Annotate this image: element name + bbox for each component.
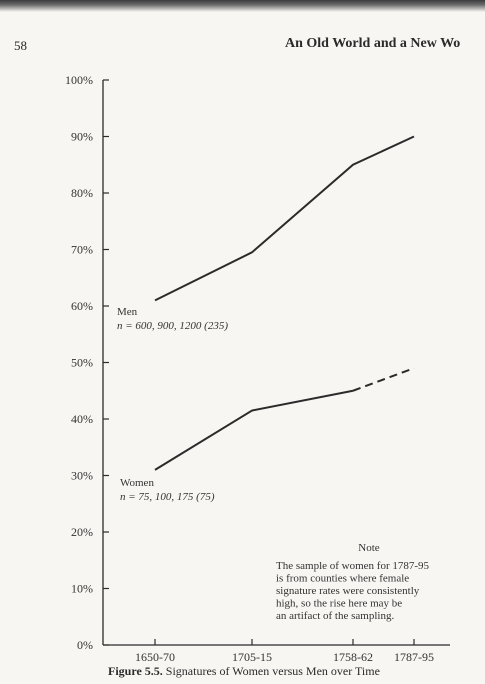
figure-label: Figure 5.5. (108, 664, 163, 678)
x-tick-label: 1758-62 (333, 650, 373, 664)
note-line: is from counties where female (276, 573, 409, 585)
y-tick-label: 100% (65, 73, 93, 87)
x-tick-label: 1705-15 (232, 650, 272, 664)
series-line-women (154, 389, 354, 471)
chart-note: Note The sample of women for 1787-95 is … (276, 542, 430, 622)
running-head: An Old World and a New Wo (285, 36, 461, 51)
y-tick-label: 40% (71, 412, 93, 426)
y-tick-label: 70% (71, 243, 93, 257)
y-axis-ticks: 0% 10% 20% 30% 40% 50% 60% 70% 80% 90% 100% (65, 73, 109, 652)
y-tick-label: 80% (71, 186, 93, 200)
series-annotations: Men n = 600, 900, 1200 (235) Women n = 7… (117, 306, 228, 503)
x-tick-label: 1787-95 (394, 650, 434, 664)
note-line: an artifact of the sampling. (276, 610, 394, 622)
y-tick-label: 20% (71, 525, 93, 539)
note-line: signature rates were consistently (276, 585, 420, 597)
y-tick-label: 60% (71, 299, 93, 313)
page-number: 58 (14, 38, 27, 53)
figure-caption-text: Signatures of Women versus Men over Time (165, 664, 380, 678)
y-tick-label: 50% (71, 356, 93, 370)
y-tick-label: 0% (77, 638, 93, 652)
scan-edge-shadow (0, 0, 485, 12)
series-dashed-segment-women (352, 367, 415, 392)
note-line: high, so the rise here may be (276, 598, 402, 610)
women-sample-size: n = 75, 100, 175 (75) (120, 491, 215, 503)
series-lines (154, 135, 415, 471)
y-tick-label: 10% (71, 582, 93, 596)
note-line: The sample of women for 1787-95 (276, 560, 430, 572)
note-heading: Note (358, 542, 380, 554)
women-series-label: Women (120, 477, 154, 489)
y-tick-label: 90% (71, 130, 93, 144)
series-line-men (154, 135, 415, 302)
figure-caption: Figure 5.5. Signatures of Women versus M… (108, 664, 380, 679)
x-tick-label: 1650-70 (135, 650, 175, 664)
y-tick-label: 30% (71, 469, 93, 483)
men-series-label: Men (117, 306, 138, 318)
men-sample-size: n = 600, 900, 1200 (235) (117, 320, 228, 332)
x-axis-ticks: 1650-70 1705-15 1758-62 1787-95 (135, 639, 434, 664)
